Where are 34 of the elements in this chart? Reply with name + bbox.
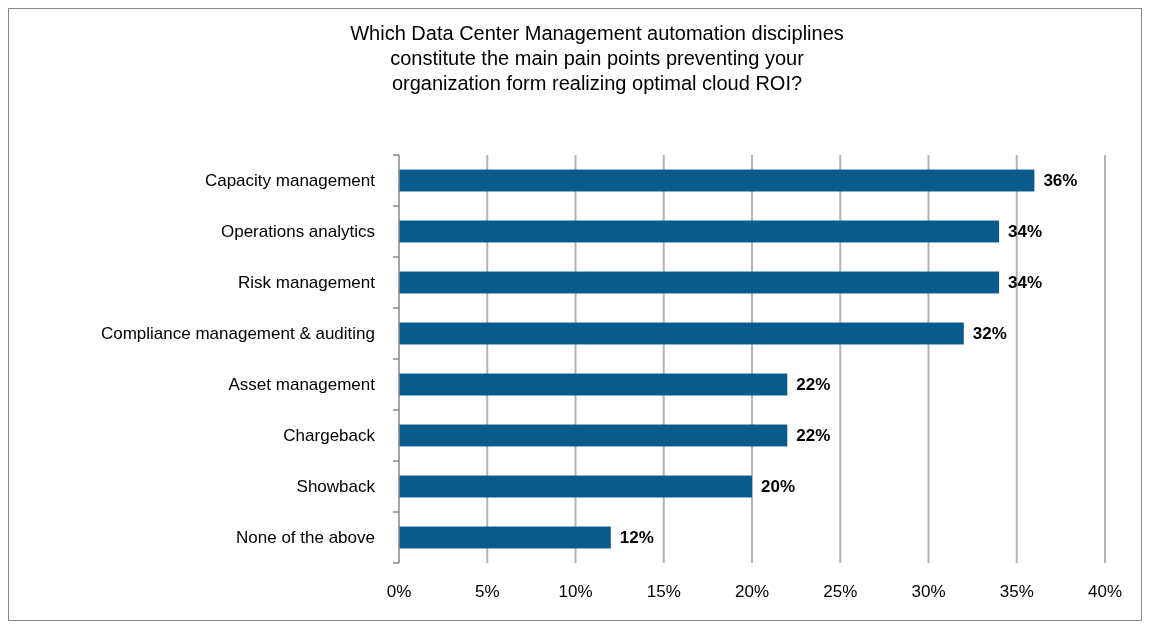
y-tick-label: None of the above bbox=[236, 528, 375, 548]
bar bbox=[399, 373, 788, 396]
x-tick-label: 20% bbox=[734, 582, 770, 601]
y-tick-label: Showback bbox=[296, 477, 376, 497]
bar bbox=[399, 220, 1000, 243]
bar bbox=[399, 169, 1035, 192]
x-tick-label: 35% bbox=[999, 582, 1034, 601]
data-label: 36% bbox=[1043, 171, 1078, 191]
bar bbox=[399, 322, 964, 345]
x-tick-label: 0% bbox=[386, 582, 412, 601]
x-tick-label: 25% bbox=[823, 582, 858, 601]
x-tick-label: 10% bbox=[558, 582, 593, 601]
y-tick-label: Asset management bbox=[228, 375, 376, 395]
bar bbox=[399, 271, 1000, 294]
x-tick-label: 30% bbox=[911, 582, 946, 601]
y-tick-label: Operations analytics bbox=[220, 222, 375, 242]
bar bbox=[399, 424, 788, 447]
y-tick-label: Chargeback bbox=[283, 426, 376, 446]
bar bbox=[399, 475, 752, 498]
data-label: 22% bbox=[796, 426, 831, 446]
x-tick-label: 40% bbox=[1087, 582, 1123, 601]
data-label: 12% bbox=[619, 528, 654, 548]
data-label: 34% bbox=[1008, 222, 1043, 242]
bar bbox=[399, 526, 611, 549]
y-tick-label: Capacity management bbox=[204, 171, 376, 191]
x-tick-label: 15% bbox=[646, 582, 681, 601]
y-tick-label: Compliance management & auditing bbox=[100, 324, 375, 344]
data-label: 20% bbox=[761, 477, 796, 497]
data-label: 34% bbox=[1008, 273, 1043, 293]
data-label: 22% bbox=[796, 375, 831, 395]
x-tick-label: 5% bbox=[474, 582, 500, 601]
data-label: 32% bbox=[972, 324, 1007, 344]
y-tick-label: Risk management bbox=[237, 273, 376, 293]
chart-title: Which Data Center Management automation disciplines constitute the main pain points preventing your organization form realizing optimal cloud ROI? bbox=[350, 22, 844, 94]
